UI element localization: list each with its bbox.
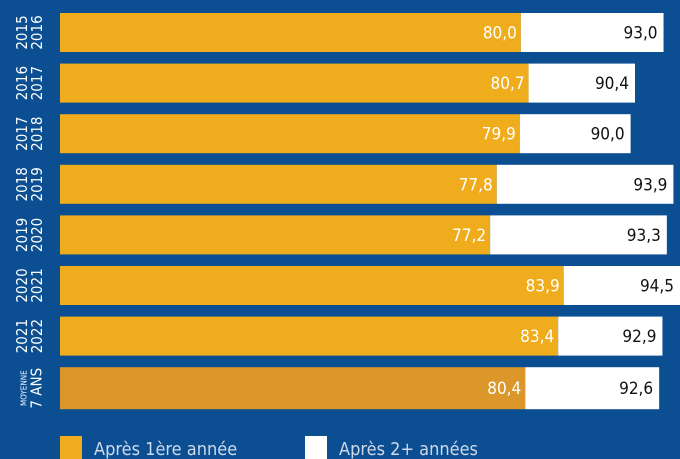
category-line: 2020 — [28, 218, 46, 252]
bar — [60, 13, 521, 52]
category-line: 2019 — [28, 167, 46, 201]
value-label: 93,9 — [633, 175, 667, 195]
category-line: 2022 — [28, 319, 46, 353]
value-label: 90,4 — [595, 74, 629, 94]
category-line: 7 ANS — [28, 368, 46, 409]
category-label: MOYENNE 7 ANS — [20, 368, 46, 409]
legend-label: Après 2+ années — [339, 439, 478, 459]
bar — [60, 266, 564, 305]
bar — [60, 316, 559, 356]
category-line: 2017 — [28, 66, 46, 100]
category-line: 2018 — [28, 117, 46, 151]
bar — [496, 164, 674, 204]
bar — [520, 13, 664, 52]
value-label: 77,8 — [459, 175, 493, 195]
value-label: 94,5 — [640, 277, 674, 297]
value-label: 77,2 — [452, 226, 486, 246]
category-line: 2021 — [28, 268, 46, 302]
category-line: 2021 — [13, 319, 31, 353]
value-label: 90,0 — [591, 125, 625, 145]
category-line: 2019 — [13, 218, 31, 252]
bar — [525, 367, 660, 410]
value-label: 83,4 — [520, 327, 554, 347]
category-line: 2018 — [13, 167, 31, 201]
value-label: 80,4 — [487, 379, 521, 399]
category-line: 2020 — [13, 268, 31, 302]
category-line: MOYENNE — [20, 370, 29, 406]
bar — [60, 215, 491, 255]
legend-label: Après 1ère année — [94, 439, 237, 459]
value-label: 92,9 — [622, 327, 656, 347]
bar — [563, 266, 680, 305]
category-line: 2016 — [13, 66, 31, 100]
bar — [60, 367, 526, 410]
value-label: 83,9 — [526, 277, 560, 297]
legend-swatch — [305, 436, 327, 459]
category-line: 2016 — [28, 15, 46, 49]
bar — [528, 63, 636, 103]
value-label: 93,0 — [623, 24, 657, 44]
bar — [60, 63, 529, 103]
bar — [60, 114, 520, 154]
value-label: 80,7 — [491, 74, 525, 94]
value-label: 92,6 — [619, 379, 653, 399]
value-label: 79,9 — [482, 125, 516, 145]
category-line: 2015 — [13, 15, 31, 49]
bar — [519, 114, 631, 154]
value-label: 80,0 — [483, 24, 517, 44]
value-label: 93,3 — [627, 226, 661, 246]
bar — [490, 215, 667, 255]
category-line: 2017 — [13, 117, 31, 151]
bar — [558, 316, 663, 356]
legend-swatch — [60, 436, 82, 459]
bar — [60, 164, 497, 204]
